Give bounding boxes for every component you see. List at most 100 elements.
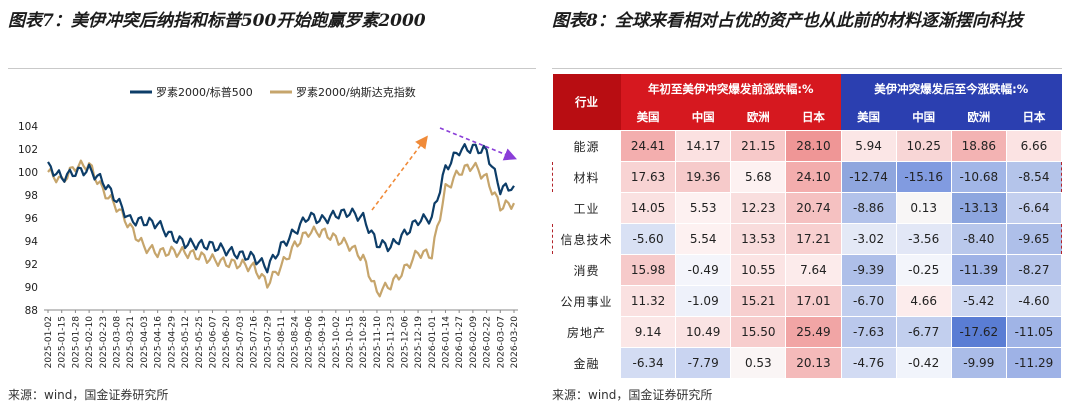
value-cell: -11.29 [1005,347,1063,379]
value-cell: 13.53 [730,223,787,255]
value-cell: 0.53 [730,347,787,379]
value-cell: 20.74 [785,192,842,224]
x-tick-label: 2025-10-02 [332,316,342,368]
value-cell: 5.94 [840,130,897,162]
x-tick-label: 2026-02-22 [483,316,493,368]
value-cell: -9.65 [1005,223,1063,255]
x-tick-label: 2025-01-15 [58,316,68,368]
x-tick-label: 2025-09-06 [304,316,314,369]
series-line-russell-sp500 [47,143,515,274]
value-cell: -0.25 [895,254,952,286]
industry-cell: 消费 [552,254,621,286]
value-cell: -9.99 [950,347,1007,379]
y-tick-label: 104 [18,121,38,133]
table-row: 房地产 9.14 10.49 15.50 25.49 -7.63 -6.77 -17.62 -1… [552,316,1063,348]
y-tick-label: 96 [25,213,39,225]
value-cell: -17.62 [950,316,1007,348]
x-tick-label: 2026-02-09 [469,316,479,369]
x-tick-label: 2026-01-14 [441,316,451,369]
legend-label-russell-nasdaq: 罗素2000/纳斯达克指数 [296,85,416,99]
left-source-note: 来源：wind，国金证券研究所 [8,388,169,402]
x-tick-label: 2025-12-06 [400,316,410,369]
x-tick-label: 2025-02-23 [99,316,109,368]
header-region: 日本 [1006,104,1062,131]
value-cell: -5.42 [950,285,1007,317]
table-row: 工业 14.05 5.53 12.23 20.74 -8.86 0.13 -13.13 -6.6… [552,192,1063,224]
value-cell: 17.01 [785,285,842,317]
table-row: 公用事业 11.32 -1.09 15.21 17.01 -6.70 4.66 -5.42 -4… [552,285,1063,317]
value-cell: 6.66 [1005,130,1063,162]
value-cell: -1.09 [675,285,732,317]
industry-cell: 材料 [552,161,621,193]
value-cell: -3.56 [895,223,952,255]
header-region: 中国 [675,104,731,131]
x-tick-label: 2025-06-07 [208,316,218,368]
value-cell: -6.70 [840,285,897,317]
series-line-russell-nasdaq [47,159,515,298]
table-row: 材料 17.63 19.36 5.68 24.10 -12.74 -15.16 -10.68-… [552,161,1063,193]
value-cell: 5.53 [675,192,732,224]
legend-label-russell-sp500: 罗素2000/标普500 [156,85,253,99]
x-axis-ticks: 2025-01-02 2025-01-15 2025-01-28 2025-02-10… [44,310,520,368]
industry-cell: 能源 [552,130,621,162]
x-tick-label: 2025-11-10 [373,316,383,369]
y-tick-label: 94 [25,236,39,248]
x-tick-label: 2025-04-16 [154,316,164,369]
value-cell: 17.63 [619,161,677,193]
value-cell: 25.49 [785,316,842,348]
y-axis-ticks: 88 90 92 94 96 98 100 102 104 [18,121,38,317]
x-tick-label: 2025-01-28 [71,316,81,369]
header-region: 美国 [841,104,897,131]
value-cell: 15.50 [730,316,787,348]
value-cell: -6.77 [895,316,952,348]
value-cell: -12.74 [840,161,897,193]
value-cell: 20.13 [785,347,842,379]
left-chart-title: 图表7：美伊冲突后纳指和标普500开始跑赢罗素2000 [8,11,426,31]
x-tick-label: 2025-03-21 [126,316,136,368]
x-tick-label: 2026-01-27 [455,316,465,368]
value-cell: -11.05 [1005,316,1063,348]
orange-dashed-arrow-up [371,135,428,211]
industry-cell: 金融 [552,347,621,379]
x-tick-label: 2025-09-19 [318,316,328,369]
value-cell: 24.41 [619,130,677,162]
value-cell: -8.40 [950,223,1007,255]
x-tick-label: 2025-12-19 [414,316,424,369]
x-tick-label: 2025-01-02 [44,316,54,368]
value-cell: -0.49 [675,254,732,286]
value-cell: 12.23 [730,192,787,224]
x-tick-label: 2025-10-28 [359,316,369,369]
value-cell: 10.25 [895,130,952,162]
x-tick-label: 2026-03-20 [510,316,520,369]
value-cell: -4.76 [840,347,897,379]
right-title-rule [552,68,1062,69]
x-tick-label: 2025-04-03 [140,316,150,368]
value-cell: -5.60 [619,223,677,255]
y-tick-label: 92 [25,259,38,271]
left-title-rule [8,68,536,69]
value-cell: -7.79 [675,347,732,379]
x-tick-label: 2025-03-08 [113,316,123,369]
x-tick-label: 2025-06-20 [222,316,232,369]
value-cell: -7.63 [840,316,897,348]
table-row: 能源 24.41 14.17 21.15 28.10 5.94 10.25 18.86 6.66 [552,130,1063,162]
asset-performance-table: 行业 年初至美伊冲突爆发前涨跌幅:% 美伊冲突爆发后至今涨跌幅:% 美国 中国 … [552,74,1063,379]
x-tick-label: 2025-07-03 [236,316,246,368]
header-region: 中国 [896,104,952,131]
x-tick-label: 2025-07-16 [250,316,260,369]
table-row: 消费 15.98 -0.49 10.55 7.64 -9.39 -0.25 -11.39 -8.… [552,254,1063,286]
value-cell: 14.05 [619,192,677,224]
header-region: 美国 [620,104,676,131]
x-tick-label: 2025-07-29 [263,316,273,369]
value-cell: 19.36 [675,161,732,193]
value-cell: 10.49 [675,316,732,348]
y-tick-label: 102 [18,144,38,156]
value-cell: 10.55 [730,254,787,286]
value-cell: -10.68 [950,161,1007,193]
value-cell: -8.27 [1005,254,1063,286]
value-cell: -8.86 [840,192,897,224]
industry-cell: 房地产 [552,316,621,348]
header-region: 欧洲 [951,104,1007,131]
x-tick-label: 2025-05-25 [195,316,205,368]
x-tick-label: 2025-10-15 [346,316,356,368]
